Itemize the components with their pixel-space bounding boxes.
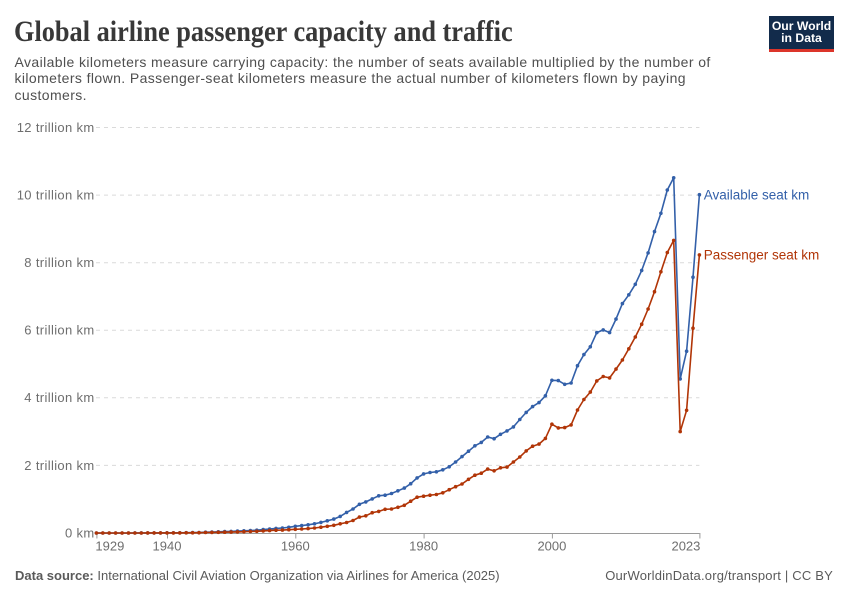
- svg-text:12 trillion km: 12 trillion km: [17, 120, 95, 135]
- svg-text:1960: 1960: [281, 539, 310, 554]
- svg-text:Available seat km: Available seat km: [704, 188, 810, 203]
- svg-text:8 trillion km: 8 trillion km: [24, 255, 94, 270]
- svg-text:2000: 2000: [537, 539, 566, 554]
- svg-text:1929: 1929: [95, 539, 124, 554]
- svg-text:4 trillion km: 4 trillion km: [24, 390, 94, 405]
- svg-text:6 trillion km: 6 trillion km: [24, 323, 94, 338]
- svg-text:2023: 2023: [671, 539, 700, 554]
- svg-text:2 trillion km: 2 trillion km: [24, 458, 94, 473]
- svg-text:Passenger seat km: Passenger seat km: [704, 247, 820, 262]
- svg-text:1980: 1980: [409, 539, 438, 554]
- svg-text:10 trillion km: 10 trillion km: [17, 188, 95, 203]
- svg-text:0 km: 0 km: [65, 525, 95, 540]
- svg-text:1940: 1940: [153, 539, 182, 554]
